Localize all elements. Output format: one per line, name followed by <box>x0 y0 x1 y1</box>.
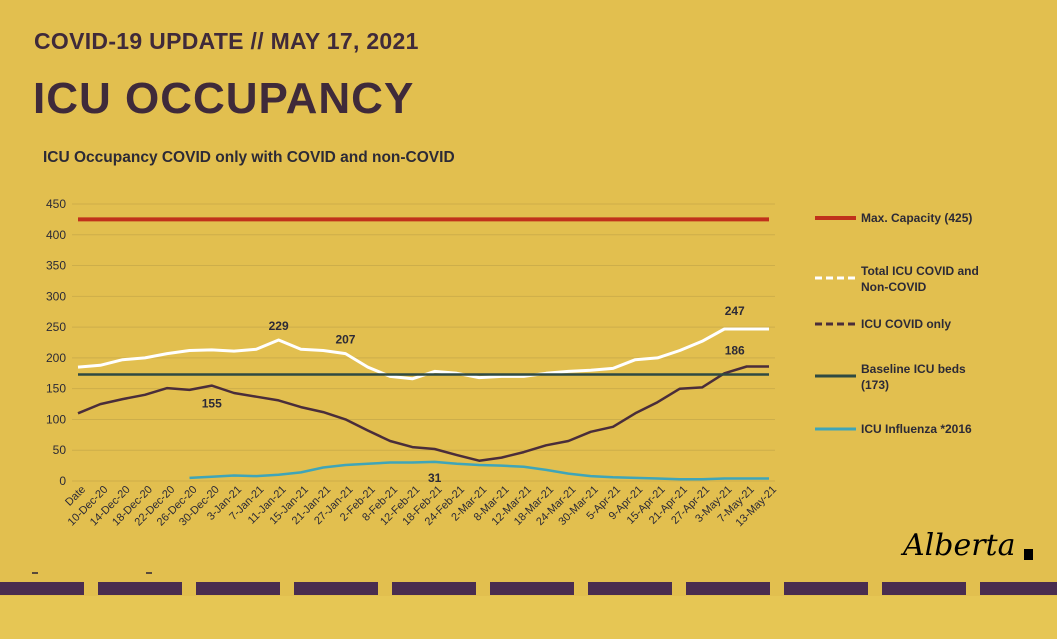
data-label: 31 <box>428 471 442 485</box>
divider-tick <box>146 572 152 574</box>
icu-occupancy-chart: 050100150200250300350400450Date10-Dec-20… <box>46 197 979 529</box>
y-tick-label: 250 <box>46 320 66 334</box>
page-title: ICU OCCUPANCY <box>33 74 415 123</box>
legend-entry: ICU COVID only <box>861 317 951 331</box>
legend-entry: Baseline ICU beds (173) <box>861 362 966 392</box>
chart-title: ICU Occupancy COVID only with COVID and … <box>43 149 455 166</box>
legend-entry: Total ICU COVID and Non-COVID <box>861 264 979 294</box>
data-label: 186 <box>725 344 745 358</box>
y-tick-label: 350 <box>46 259 66 273</box>
y-tick-label: 100 <box>46 412 66 426</box>
legend-entry: ICU Influenza *2016 <box>861 422 972 436</box>
alberta-logo: Alberta <box>903 528 1016 563</box>
y-tick-label: 300 <box>46 289 66 303</box>
divider-tick <box>32 572 38 574</box>
data-label: 247 <box>725 304 745 318</box>
alberta-logo-mark <box>1024 549 1033 560</box>
y-tick-label: 200 <box>46 351 66 365</box>
series-line-icu-influenza-2016 <box>189 460 769 481</box>
y-tick-label: 150 <box>46 382 66 396</box>
series-line-icu-covid-only <box>77 365 769 462</box>
data-label: 229 <box>269 319 289 333</box>
y-tick-label: 0 <box>59 474 66 488</box>
decorative-dash-band <box>0 582 1057 595</box>
y-tick-label: 450 <box>46 197 66 211</box>
data-label: 207 <box>335 333 355 347</box>
legend-entry: Max. Capacity (425) <box>861 211 972 225</box>
data-label: 155 <box>202 397 222 411</box>
bottom-strip <box>0 596 1057 639</box>
y-tick-label: 400 <box>46 228 66 242</box>
y-tick-label: 50 <box>53 443 67 457</box>
series-line-total-icu-covid-and-non-covid <box>77 327 769 381</box>
update-date-heading: COVID-19 UPDATE // MAY 17, 2021 <box>34 28 419 54</box>
